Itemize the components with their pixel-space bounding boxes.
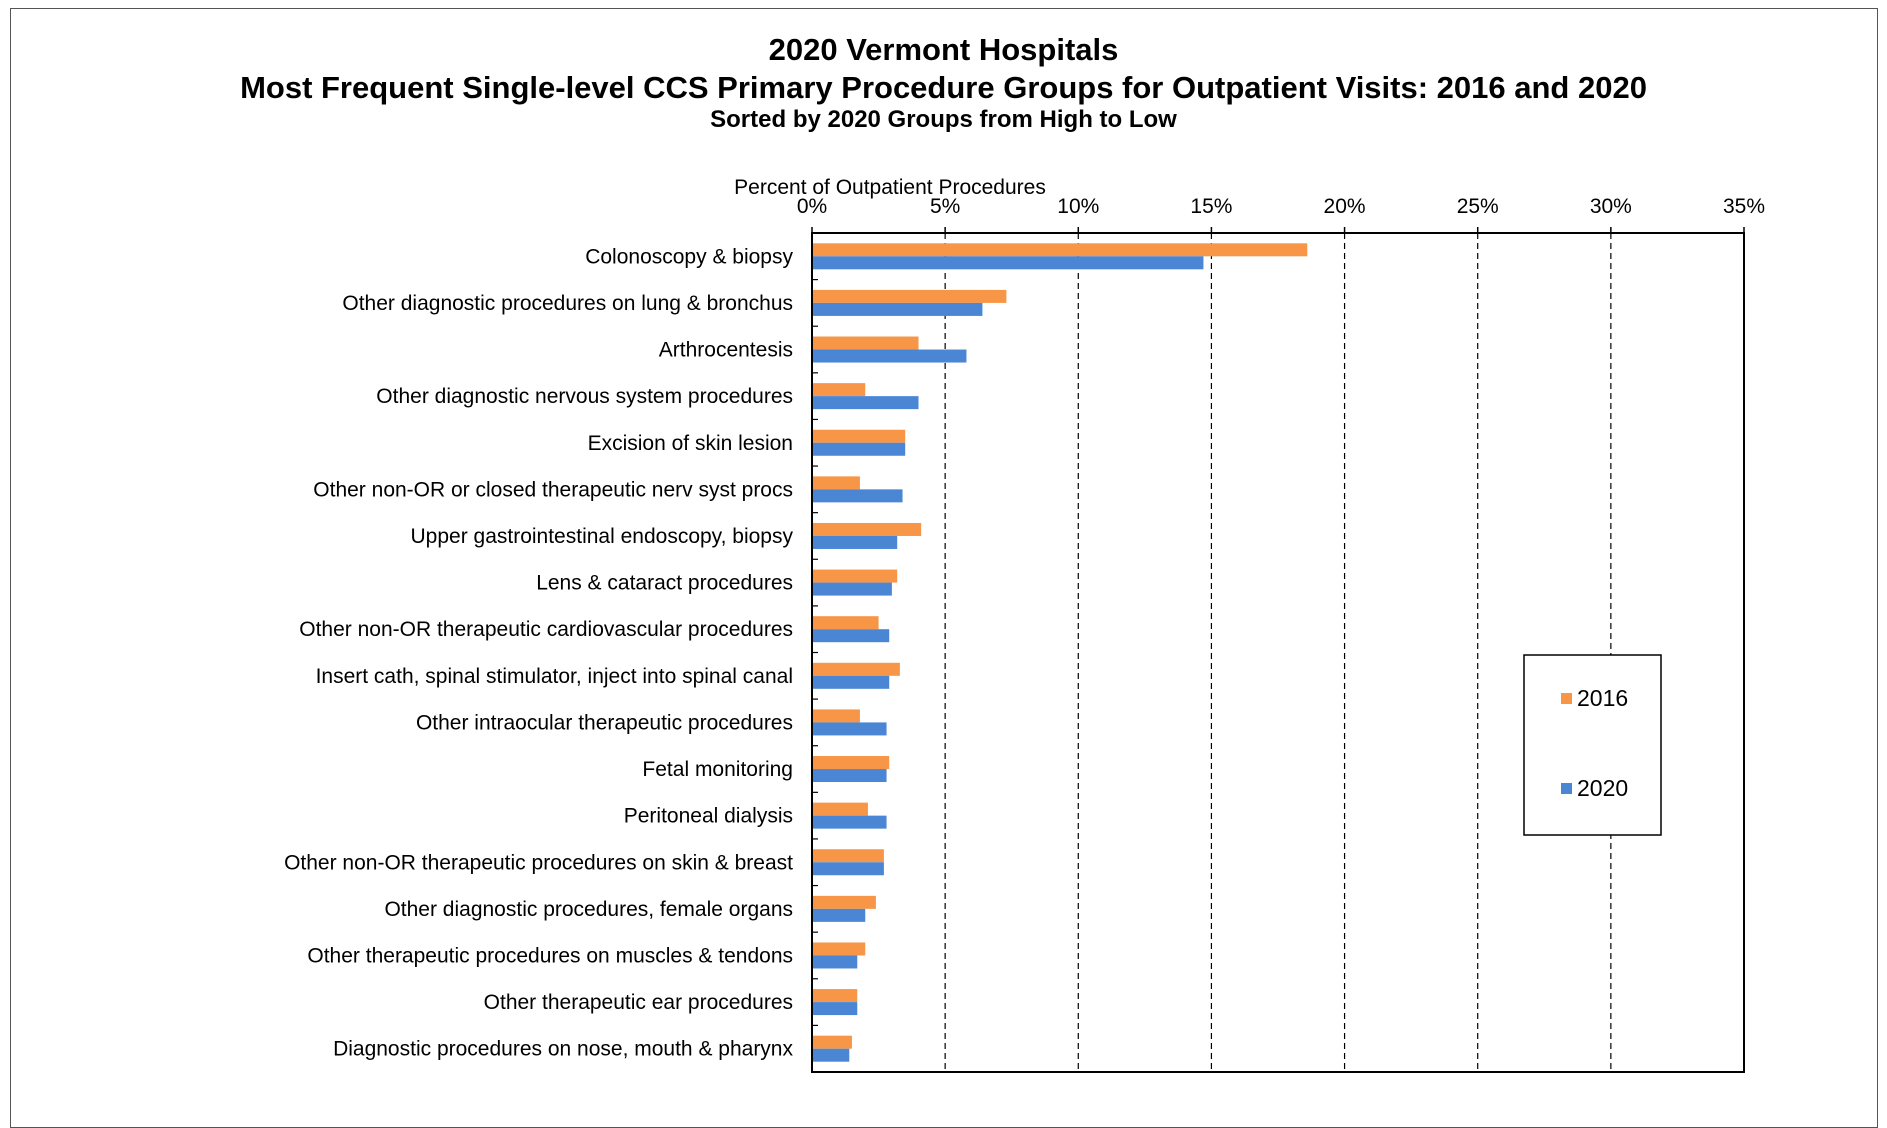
x-tick-label: 15% <box>1190 195 1232 218</box>
bar-2020 <box>812 349 967 363</box>
bar-2020 <box>812 862 884 876</box>
bar-2020 <box>812 815 887 829</box>
category-label: Fetal monitoring <box>642 758 793 781</box>
legend-label-2016: 2016 <box>1577 685 1628 711</box>
bar-2020 <box>812 722 887 736</box>
bar-2020 <box>812 302 983 316</box>
category-label: Excision of skin lesion <box>588 432 793 455</box>
x-tick-label: 0% <box>797 195 827 218</box>
x-axis-label: Percent of Outpatient Procedures <box>734 176 1046 199</box>
bar-2016 <box>812 569 898 583</box>
legend-swatch-2016 <box>1561 693 1572 704</box>
bar-2016 <box>812 243 1308 257</box>
bar-2020 <box>812 582 892 596</box>
bar-2020 <box>812 908 866 922</box>
bar-2020 <box>812 535 898 549</box>
bar-2020 <box>812 256 1204 270</box>
bar-2016 <box>812 616 879 630</box>
bar-2020 <box>812 955 858 969</box>
bar-2016 <box>812 522 922 536</box>
x-tick-label: 35% <box>1723 195 1765 218</box>
bar-2016 <box>812 942 866 956</box>
bar-2016 <box>812 289 1007 303</box>
chart-subtitle: Most Frequent Single-level CCS Primary P… <box>240 70 1647 105</box>
x-tick-label: 30% <box>1590 195 1632 218</box>
chart-subtitle-sort-note: Sorted by 2020 Groups from High to Low <box>710 106 1177 133</box>
bar-2016 <box>812 336 919 350</box>
legend-swatch-2020 <box>1561 783 1572 794</box>
category-label: Arthrocentesis <box>659 339 793 362</box>
bar-2016 <box>812 756 890 770</box>
bar-2016 <box>812 383 866 397</box>
category-label: Other non-OR therapeutic cardiovascular … <box>299 618 793 641</box>
category-label: Upper gastrointestinal endoscopy, biopsy <box>410 525 793 548</box>
category-label: Diagnostic procedures on nose, mouth & p… <box>333 1038 793 1061</box>
legend-label-2020: 2020 <box>1577 775 1628 801</box>
x-tick-label: 20% <box>1324 195 1366 218</box>
bar-2016 <box>812 709 860 723</box>
y-axis-category-labels: Colonoscopy & biopsy Other diagnostic pro… <box>284 245 793 1060</box>
bar-2020 <box>812 769 887 783</box>
category-label: Lens & cataract procedures <box>536 572 793 595</box>
bar-2016 <box>812 662 900 676</box>
bar-2016 <box>812 476 860 490</box>
category-label: Peritoneal dialysis <box>624 805 793 828</box>
category-label: Other therapeutic procedures on muscles … <box>307 944 793 967</box>
bar-2020 <box>812 442 906 456</box>
category-label: Other non-OR therapeutic procedures on s… <box>284 851 793 874</box>
category-label: Other non-OR or closed therapeutic nerv … <box>313 478 793 501</box>
bar-2016 <box>812 895 876 909</box>
category-label: Other therapeutic ear procedures <box>484 991 793 1014</box>
bar-2020 <box>812 629 890 643</box>
bars <box>812 243 1308 1062</box>
bar-2020 <box>812 489 903 503</box>
x-tick-label: 10% <box>1057 195 1099 218</box>
bar-2020 <box>812 1048 850 1062</box>
x-axis-tick-labels: 0% 5% 10% 15% 20% 25% 30% 35% <box>797 195 1765 218</box>
plot-area-border <box>811 232 1745 1073</box>
bar-2020 <box>812 1002 858 1016</box>
x-tick-label: 25% <box>1457 195 1499 218</box>
legend-items: 2016 2020 <box>1561 685 1628 801</box>
x-tick-label: 5% <box>930 195 960 218</box>
chart-title: 2020 Vermont Hospitals <box>768 32 1119 67</box>
category-label: Other diagnostic procedures on lung & br… <box>342 292 793 315</box>
legend: 2016 2020 <box>1523 654 1662 836</box>
bar-2016 <box>812 802 868 816</box>
category-label: Other intraocular therapeutic procedures <box>416 711 793 734</box>
legend-box <box>1523 654 1662 836</box>
bar-2016 <box>812 849 884 863</box>
category-label: Other diagnostic procedures, female orga… <box>384 898 793 921</box>
bar-2016 <box>812 989 858 1003</box>
bar-2020 <box>812 396 919 410</box>
bar-2016 <box>812 1035 852 1049</box>
bar-2020 <box>812 675 890 689</box>
category-label: Colonoscopy & biopsy <box>585 245 793 268</box>
category-label: Insert cath, spinal stimulator, inject i… <box>316 665 793 688</box>
bar-2016 <box>812 429 906 443</box>
category-label: Other diagnostic nervous system procedur… <box>376 385 793 408</box>
